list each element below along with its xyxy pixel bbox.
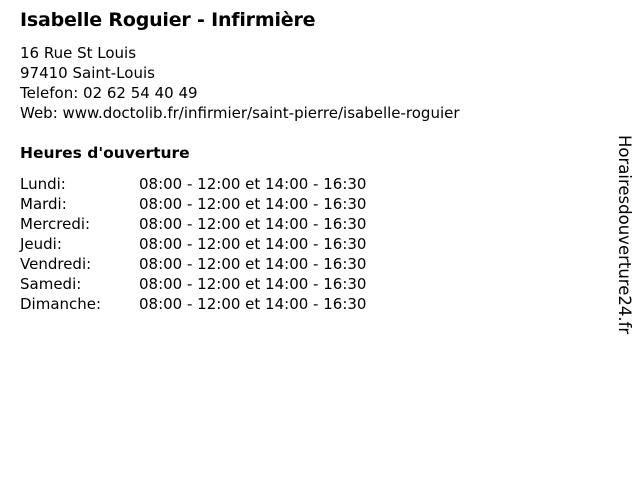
hours-row: Vendredi: 08:00 - 12:00 et 14:00 - 16:30: [20, 254, 366, 274]
day-label: Jeudi:: [20, 235, 62, 253]
watermark-text: Horairesdouverture24.fr: [615, 135, 634, 335]
contact-info: 16 Rue St Louis 97410 Saint-Louis Telefo…: [20, 43, 460, 123]
hours-row: Mardi: 08:00 - 12:00 et 14:00 - 16:30: [20, 194, 366, 214]
hours-row: Lundi: 08:00 - 12:00 et 14:00 - 16:30: [20, 174, 366, 194]
time-value: 08:00 - 12:00 et 14:00 - 16:30: [139, 255, 367, 273]
page-title: Isabelle Roguier - Infirmière: [20, 9, 316, 31]
watermark: Horairesdouverture24.fr: [614, 135, 634, 375]
hours-row: Jeudi: 08:00 - 12:00 et 14:00 - 16:30: [20, 234, 366, 254]
time-value: 08:00 - 12:00 et 14:00 - 16:30: [139, 275, 367, 293]
time-value: 08:00 - 12:00 et 14:00 - 16:30: [139, 215, 367, 233]
city-address: 97410 Saint-Louis: [20, 64, 155, 82]
time-value: 08:00 - 12:00 et 14:00 - 16:30: [139, 295, 367, 313]
hours-row: Mercredi: 08:00 - 12:00 et 14:00 - 16:30: [20, 214, 366, 234]
street-address: 16 Rue St Louis: [20, 44, 137, 62]
hours-table: Lundi: 08:00 - 12:00 et 14:00 - 16:30 Mar…: [20, 174, 366, 314]
day-label: Samedi:: [20, 275, 82, 293]
day-label: Mardi:: [20, 195, 67, 213]
day-label: Mercredi:: [20, 215, 91, 233]
day-label: Vendredi:: [20, 255, 92, 273]
time-value: 08:00 - 12:00 et 14:00 - 16:30: [139, 195, 367, 213]
day-label: Dimanche:: [20, 295, 102, 313]
website: Web: www.doctolib.fr/infirmier/saint-pie…: [20, 104, 460, 122]
phone-number: Telefon: 02 62 54 40 49: [20, 84, 198, 102]
hours-row: Samedi: 08:00 - 12:00 et 14:00 - 16:30: [20, 274, 366, 294]
hours-heading: Heures d'ouverture: [20, 144, 190, 162]
time-value: 08:00 - 12:00 et 14:00 - 16:30: [139, 175, 367, 193]
day-label: Lundi:: [20, 175, 66, 193]
hours-row: Dimanche: 08:00 - 12:00 et 14:00 - 16:30: [20, 294, 366, 314]
time-value: 08:00 - 12:00 et 14:00 - 16:30: [139, 235, 367, 253]
